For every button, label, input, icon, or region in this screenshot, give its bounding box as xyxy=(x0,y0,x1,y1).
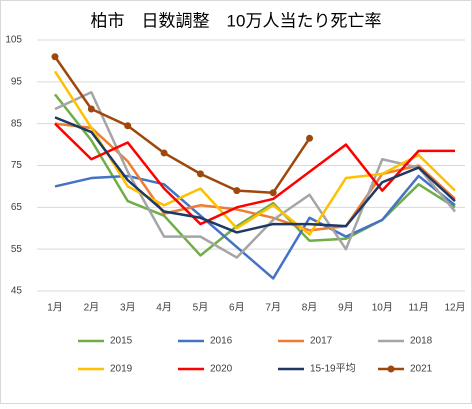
legend-label: 2020 xyxy=(210,364,233,375)
series-line xyxy=(54,122,455,226)
x-tick-label: 1月 xyxy=(47,302,63,314)
point xyxy=(51,53,59,61)
x-tick-label: 4月 xyxy=(156,302,172,314)
x-tick-label: 8月 xyxy=(302,302,318,314)
point xyxy=(306,134,314,142)
y-tick-label: 85 xyxy=(11,118,23,129)
series-line xyxy=(54,91,456,259)
point xyxy=(87,105,95,113)
x-tick-label: 2月 xyxy=(84,302,100,314)
point xyxy=(196,170,204,178)
legend-label: 2019 xyxy=(110,364,133,375)
legend-marker xyxy=(387,365,395,373)
y-tick-label: 75 xyxy=(11,160,23,171)
x-tick-label: 12月 xyxy=(444,302,465,314)
legend-label: 2018 xyxy=(410,336,433,347)
x-tick-label: 9月 xyxy=(338,302,354,314)
x-tick-label: 10月 xyxy=(372,302,393,314)
point xyxy=(269,189,277,197)
y-tick-label: 65 xyxy=(11,202,23,213)
y-tick-label: 105 xyxy=(5,35,22,46)
point xyxy=(124,122,132,130)
legend-label: 2016 xyxy=(210,336,233,347)
legend-label: 2021 xyxy=(410,364,433,375)
legend-label: 2015 xyxy=(110,336,133,347)
x-tick-label: 5月 xyxy=(193,302,209,314)
y-tick-label: 95 xyxy=(11,76,23,87)
x-tick-label: 7月 xyxy=(265,302,281,314)
series-line xyxy=(54,116,456,234)
series-line xyxy=(53,56,311,194)
point xyxy=(160,149,168,157)
x-tick-label: 6月 xyxy=(229,302,245,314)
legend-label: 15-19平均 xyxy=(310,363,356,375)
y-tick-label: 55 xyxy=(11,244,23,255)
chart-title: 柏市 日数調整 10万人当たり死亡率 xyxy=(91,11,382,30)
x-tick-label: 11月 xyxy=(408,302,428,314)
x-tick-label: 3月 xyxy=(120,302,136,314)
point xyxy=(233,187,241,195)
series-line xyxy=(53,70,456,236)
legend-label: 2017 xyxy=(310,336,333,347)
y-tick-label: 45 xyxy=(11,286,23,297)
